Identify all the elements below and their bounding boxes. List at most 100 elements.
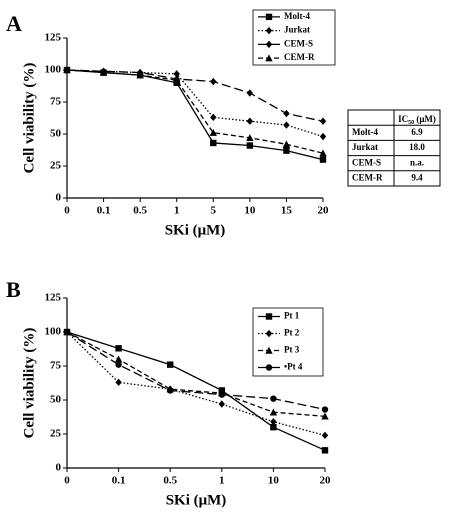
legend-label: Pt 3: [284, 345, 300, 355]
x-tick-label: 15: [281, 205, 293, 217]
table-cell: 18.0: [409, 142, 425, 152]
marker: [173, 76, 181, 84]
x-axis-label: SKi (μM): [165, 222, 226, 238]
x-tick-label: 20: [318, 205, 330, 217]
y-axis-label: Cell viability (%): [21, 328, 37, 439]
legend-label: •Pt 4: [284, 362, 303, 372]
marker: [321, 406, 329, 413]
marker: [63, 328, 71, 336]
x-tick-label: 10: [268, 475, 280, 487]
x-tick-label: 1: [219, 475, 225, 487]
marker: [283, 121, 290, 129]
header-sub: 50: [408, 120, 414, 126]
marker: [167, 387, 174, 394]
legend-label: Pt 2: [284, 328, 300, 338]
y-tick-label: 75: [50, 96, 62, 108]
x-tick-label: 0.5: [133, 205, 147, 217]
x-tick-label: 0.5: [163, 475, 177, 487]
marker: [283, 147, 290, 154]
legend-marker: [265, 13, 273, 21]
marker: [115, 361, 122, 368]
series-line: [66, 331, 326, 417]
y-tick-label: 75: [50, 360, 62, 372]
series-line: [66, 69, 324, 154]
legend-marker: [265, 346, 273, 354]
marker: [210, 139, 217, 147]
marker: [321, 412, 329, 420]
legend-box: [252, 307, 324, 377]
marker: [246, 142, 254, 149]
table-header: IC50 (μM): [398, 114, 436, 126]
x-axis-label: SKi (μM): [166, 492, 227, 508]
marker: [270, 424, 277, 431]
marker: [246, 117, 254, 125]
y-tick-label: 0: [56, 462, 62, 474]
table-cell: CEM-R: [352, 172, 383, 182]
legend-marker: [265, 313, 273, 320]
legend-marker: [265, 26, 273, 35]
marker: [270, 395, 277, 402]
marker: [282, 140, 291, 148]
marker: [218, 391, 225, 398]
x-tick-label: 1: [174, 205, 180, 217]
y-tick-label: 50: [50, 128, 62, 140]
y-tick-label: 50: [50, 394, 62, 406]
legend-marker: [265, 40, 273, 49]
legend-label: Pt 1: [284, 311, 300, 321]
table-cell: CEM-S: [352, 157, 381, 167]
legend-label: Molt-4: [284, 11, 310, 21]
marker: [115, 378, 122, 387]
header-text: IC: [398, 114, 408, 124]
y-tick-label: 125: [45, 32, 62, 44]
x-tick-label: 10: [244, 205, 256, 217]
table-cell: 9.4: [411, 172, 423, 182]
marker: [246, 89, 254, 97]
y-tick-label: 100: [45, 326, 62, 338]
legend-label: Jurkat: [284, 25, 310, 35]
x-tick-label: 20: [320, 475, 332, 487]
marker: [209, 129, 217, 136]
marker: [210, 77, 217, 86]
marker: [319, 117, 327, 125]
legend-marker: [265, 329, 273, 338]
y-tick-label: 25: [50, 428, 62, 440]
ic50-table: IC50 (μM) Molt-4 6.9 Jurkat 18.0 CEM-S n.a. CE…: [347, 109, 441, 187]
table-cell: n.a.: [410, 157, 424, 167]
marker: [115, 345, 122, 352]
marker: [283, 109, 290, 118]
legend-marker: [265, 364, 273, 371]
marker: [270, 418, 277, 426]
panel-letter: B: [6, 277, 21, 302]
legend-marker: [265, 54, 273, 62]
marker: [167, 361, 174, 368]
marker: [210, 113, 217, 122]
x-tick-label: 0.1: [112, 475, 126, 487]
marker: [136, 71, 144, 79]
marker: [246, 134, 254, 142]
x-tick-label: 0.1: [97, 205, 111, 217]
x-tick-label: 0: [64, 205, 70, 217]
series-line: [66, 331, 326, 451]
marker: [319, 132, 327, 141]
legend-label: CEM-R: [284, 52, 315, 62]
marker: [218, 400, 225, 408]
marker: [99, 68, 108, 76]
marker: [63, 66, 71, 74]
x-tick-label: 5: [211, 205, 217, 217]
y-tick-label: 125: [45, 292, 62, 304]
y-tick-label: 100: [45, 64, 62, 76]
y-axis-label: Cell viability (%): [21, 63, 37, 174]
y-tick-label: 25: [50, 160, 62, 172]
panel-letter: A: [6, 11, 22, 36]
series-line: [66, 331, 326, 411]
header-unit: (μM): [414, 114, 436, 124]
table-cell: Molt-4: [352, 127, 378, 137]
marker: [321, 447, 329, 454]
table-cell: 6.9: [411, 127, 423, 137]
marker: [173, 70, 180, 78]
marker: [269, 408, 278, 416]
series-line: [66, 69, 324, 122]
marker: [321, 431, 329, 440]
table-cell: Jurkat: [352, 142, 378, 152]
